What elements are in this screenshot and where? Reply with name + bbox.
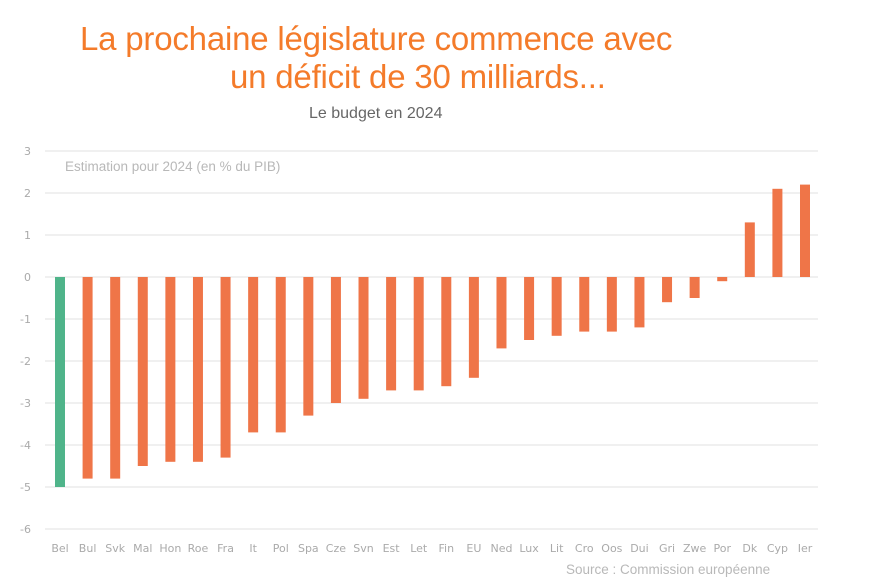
bar-est (386, 277, 397, 391)
x-tick-label: Bul (79, 542, 97, 555)
chart-title-line1: La prochaine législature commence avec (80, 20, 673, 57)
x-tick-label: Dui (630, 542, 649, 555)
x-tick-label: Ned (490, 542, 512, 555)
x-tick-label: Zwe (683, 542, 707, 555)
y-tick-label: 1 (24, 229, 31, 242)
bar-ned (496, 277, 507, 349)
y-tick-label: -2 (20, 355, 31, 368)
bar-dui (634, 277, 645, 328)
x-tick-label: Cro (575, 542, 594, 555)
x-tick-label: Hon (159, 542, 181, 555)
bar-spa (303, 277, 314, 416)
bar-it (248, 277, 259, 433)
bar-bel (55, 277, 65, 487)
gridlines (45, 150, 818, 530)
bar-lit (551, 277, 562, 336)
x-tick-label: Gri (659, 542, 675, 555)
source-note: Source : Commission européenne (566, 562, 771, 577)
bar-cro (579, 277, 590, 332)
bar-hon (165, 277, 176, 462)
x-tick-label: Pol (273, 542, 289, 555)
chart-title-line2: un déficit de 30 milliards... (230, 58, 606, 95)
y-tick-label: -3 (20, 397, 31, 410)
x-tick-label: Est (383, 542, 401, 555)
x-tick-label: Spa (298, 542, 319, 555)
bar-cyp (772, 188, 783, 277)
bar-pol (275, 277, 286, 433)
bar-fra (220, 277, 231, 458)
x-tick-label: Oos (601, 542, 622, 555)
x-tick-label: Let (410, 542, 428, 555)
x-tick-label: Por (713, 542, 731, 555)
x-tick-label: Ier (798, 542, 813, 555)
chart-subtitle: Le budget en 2024 (309, 105, 443, 122)
bar-mal (137, 277, 148, 466)
bar-cze (330, 277, 341, 403)
x-tick-label: Dk (742, 542, 757, 555)
x-tick-label: EU (466, 542, 481, 555)
y-tick-label: -4 (20, 439, 31, 452)
x-tick-label: Cze (326, 542, 346, 555)
bar-gri (662, 277, 673, 303)
bar-ier (800, 184, 810, 277)
x-tick-label: Mal (133, 542, 152, 555)
y-tick-label: -6 (20, 523, 31, 536)
x-tick-label: Cyp (767, 542, 788, 555)
bar-fin (441, 277, 452, 387)
y-tick-label: 0 (24, 271, 31, 284)
y-tick-label: -1 (20, 313, 31, 326)
bar-por (717, 277, 728, 282)
bar-oos (606, 277, 617, 332)
bar-svn (358, 277, 369, 399)
x-tick-label: Svk (105, 542, 125, 555)
bar-let (413, 277, 424, 391)
x-tick-label: Lux (519, 542, 539, 555)
bar-zwe (689, 277, 700, 298)
x-tick-label: Svn (353, 542, 373, 555)
y-tick-label: -5 (20, 481, 31, 494)
x-axis-labels: Bel Bul Svk Mal Hon Roe Fra It Pol Spa Cze Svn Est Le… (51, 542, 812, 555)
x-tick-label: It (249, 542, 257, 555)
chart-annotation: Estimation pour 2024 (en % du PIB) (65, 159, 281, 174)
bar-roe (192, 277, 203, 462)
x-tick-label: Bel (51, 542, 68, 555)
bar-dk (744, 222, 755, 277)
bar-svk (110, 277, 121, 479)
bar-lux (524, 277, 535, 340)
x-tick-label: Fra (217, 542, 234, 555)
y-tick-label: 2 (24, 187, 31, 200)
bar-eu (468, 277, 479, 378)
y-axis-ticks: 3 2 1 0 -1 -2 -3 -4 -5 -6 (20, 145, 31, 536)
x-tick-label: Roe (188, 542, 209, 555)
x-tick-label: Lit (550, 542, 564, 555)
bar-bul (82, 277, 93, 479)
x-tick-label: Fin (439, 542, 455, 555)
bars (55, 184, 810, 487)
y-tick-label: 3 (24, 145, 31, 158)
